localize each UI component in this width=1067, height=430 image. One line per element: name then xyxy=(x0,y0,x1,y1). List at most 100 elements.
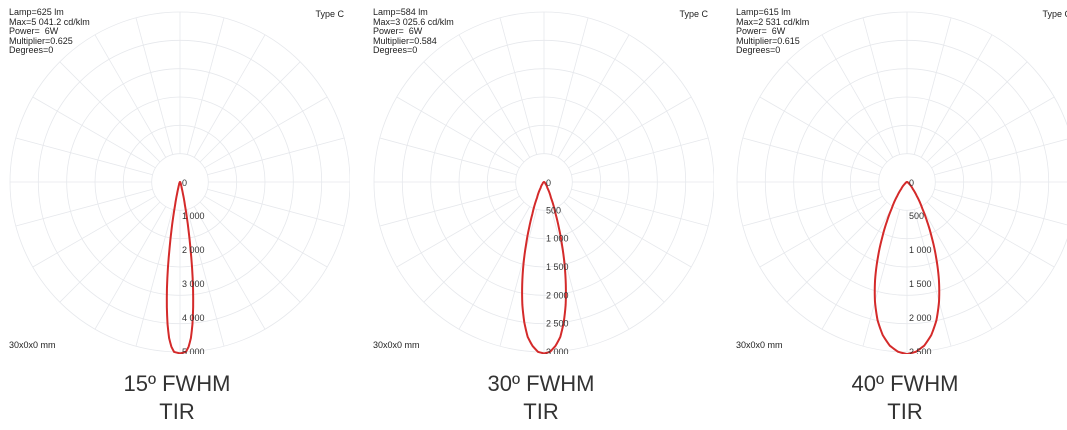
grid-spoke xyxy=(423,201,525,303)
grid-spoke xyxy=(199,61,301,163)
radial-tick-label: 2 000 xyxy=(546,290,569,300)
caption-2: 30º FWHM TIR xyxy=(441,370,641,426)
grid-spoke xyxy=(931,195,1055,268)
info-lamp: Lamp=584 lm xyxy=(373,7,428,17)
grid-spoke xyxy=(204,96,328,169)
polar-grid xyxy=(9,11,350,353)
radial-tick-label: 2 500 xyxy=(546,319,569,329)
grid-spoke xyxy=(186,17,225,155)
grid-spoke xyxy=(193,206,266,330)
grid-spoke xyxy=(32,96,156,169)
grid-spoke xyxy=(920,34,993,158)
polar-chart-1: 0 1 000 2 000 3 000 4 000 5 000 xyxy=(9,11,350,354)
radial-tick-label: 2 500 xyxy=(909,347,932,354)
grid-spoke xyxy=(32,195,156,268)
radial-tick-label: 1 500 xyxy=(546,262,569,272)
grid-spoke xyxy=(926,201,1028,303)
grid-spoke xyxy=(199,201,301,303)
grid-spoke xyxy=(550,209,589,347)
info-power: Power= 6W xyxy=(736,26,786,36)
grid-spoke xyxy=(759,195,883,268)
grid-spoke xyxy=(786,201,888,303)
info-degrees: Degrees=0 xyxy=(373,45,418,55)
caption-1: 15º FWHM TIR xyxy=(77,370,277,426)
caption-optic: TIR xyxy=(887,399,923,424)
info-block-3: Lamp=615 lm Max=2 531 cd/klm Power= 6W M… xyxy=(736,7,810,56)
grid-spoke xyxy=(499,17,538,155)
grid-spoke xyxy=(207,137,345,176)
intensity-curve xyxy=(873,181,941,354)
grid-spoke xyxy=(458,34,531,158)
grid-spoke xyxy=(15,188,153,227)
grid-spoke xyxy=(379,137,517,176)
type-label-3: Type C xyxy=(1042,9,1067,19)
grid-spoke xyxy=(396,195,520,268)
info-max: Max=2 531 cd/klm xyxy=(736,16,810,27)
info-degrees: Degrees=0 xyxy=(736,45,781,55)
info-power: Power= 6W xyxy=(9,26,59,36)
polar-chart-panel-2: 0 500 1 000 1 500 2 000 2 500 3 000 Lamp=584 l… xyxy=(369,4,714,354)
grid-spoke xyxy=(550,17,589,155)
polar-chart-panel-3: 0 500 1 000 1 500 2 000 2 500 Lamp=615 lm Max… xyxy=(732,4,1067,354)
grid-spoke xyxy=(135,17,174,155)
grid-spoke xyxy=(207,188,345,227)
polar-chart-3: 0 500 1 000 1 500 2 000 2 500 xyxy=(736,11,1067,354)
info-multiplier: Multiplier=0.615 xyxy=(736,35,800,46)
dimensions-label-1: 30x0x0 mm xyxy=(9,340,56,350)
grid-spoke xyxy=(821,34,894,158)
grid-spoke xyxy=(913,17,952,155)
radial-tick-label: 1 000 xyxy=(182,211,205,221)
grid-spoke xyxy=(59,201,161,303)
grid-spoke xyxy=(571,188,709,227)
grid-spoke xyxy=(821,206,894,330)
grid-spoke xyxy=(568,96,692,169)
info-multiplier: Multiplier=0.584 xyxy=(373,35,437,46)
polar-chart-panel-1: 0 1 000 2 000 3 000 4 000 5 000 Lamp=625 lm M… xyxy=(5,4,350,354)
radial-tick-label: 3 000 xyxy=(182,279,205,289)
grid-spoke xyxy=(59,61,161,163)
radial-tick-label: 3 000 xyxy=(546,347,569,354)
info-block-2: Lamp=584 lm Max=3 025.6 cd/klm Power= 6W… xyxy=(373,7,454,56)
grid-spoke xyxy=(934,138,1067,176)
grid-spoke xyxy=(94,34,167,158)
grid-spoke xyxy=(862,17,901,155)
polar-grid xyxy=(373,11,714,353)
radial-tick-label: 4 000 xyxy=(182,313,205,323)
radial-tick-label: 1 000 xyxy=(909,245,932,255)
info-block-1: Lamp=625 lm Max=5 041.2 cd/klm Power= 6W… xyxy=(9,7,90,56)
grid-spoke xyxy=(931,96,1055,169)
grid-spoke xyxy=(186,209,225,347)
grid-spoke xyxy=(557,34,630,158)
grid-spoke xyxy=(204,195,328,268)
grid-spoke xyxy=(563,61,665,163)
grid-spoke xyxy=(563,201,665,303)
radial-tick-label: 500 xyxy=(909,211,924,221)
grid-spoke xyxy=(423,61,525,163)
radial-tick-label: 0 xyxy=(546,178,551,188)
polar-chart-2: 0 500 1 000 1 500 2 000 2 500 3 000 xyxy=(373,11,714,354)
info-multiplier: Multiplier=0.625 xyxy=(9,35,73,46)
grid-spoke xyxy=(742,137,880,176)
grid-spoke xyxy=(759,96,883,169)
grid-spoke xyxy=(557,206,630,330)
caption-3: 40º FWHM TIR xyxy=(805,370,1005,426)
grid-spoke xyxy=(379,188,517,227)
radial-tick-label: 5 000 xyxy=(182,347,205,354)
grid-spoke xyxy=(920,206,993,330)
info-power: Power= 6W xyxy=(373,26,423,36)
info-max: Max=3 025.6 cd/klm xyxy=(373,16,454,27)
caption-beam-angle: 30º FWHM xyxy=(487,371,595,396)
type-label-1: Type C xyxy=(315,9,344,19)
grid-spoke xyxy=(15,137,153,176)
caption-beam-angle: 40º FWHM xyxy=(851,371,959,396)
info-lamp: Lamp=615 lm xyxy=(736,7,791,17)
caption-optic: TIR xyxy=(159,399,195,424)
grid-spoke xyxy=(934,188,1067,226)
grid-spoke xyxy=(862,209,901,347)
intensity-curve xyxy=(521,181,567,354)
intensity-curve xyxy=(165,181,195,354)
type-label-2: Type C xyxy=(679,9,708,19)
radial-tick-label: 1 500 xyxy=(909,279,932,289)
info-lamp: Lamp=625 lm xyxy=(9,7,64,17)
grid-spoke xyxy=(913,209,952,347)
